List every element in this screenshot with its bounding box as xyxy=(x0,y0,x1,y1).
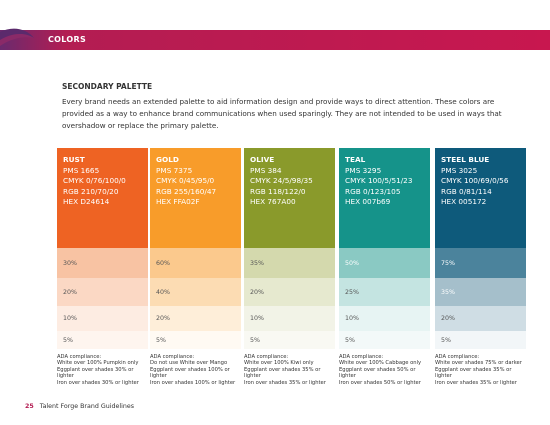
ada-line: Eggplant over shades 30% or lighter xyxy=(57,366,134,380)
color-column: RUST PMS 1665 CMYK 0/76/100/0 RGB 210/70/20… xyxy=(57,148,148,386)
tint-swatch: 10% xyxy=(339,306,430,331)
tint-swatch: 10% xyxy=(244,306,335,331)
tint-swatch: 20% xyxy=(435,306,526,331)
tint-swatch: 20% xyxy=(244,278,335,306)
ada-line: Do not use White over Mango xyxy=(150,360,228,367)
ada-line: Eggplant over shades 35% or lighter xyxy=(435,366,512,380)
color-spec: CMYK 0/76/100/0 xyxy=(63,176,126,185)
color-spec: RGB 0/81/114 xyxy=(441,186,492,196)
ada-note: ADA compliance: White over 100% Kiwi only… xyxy=(244,354,335,386)
color-name: TEAL xyxy=(345,155,366,164)
ada-note: ADA compliance: White over shades 75% or … xyxy=(435,354,526,386)
ada-line: ADA compliance: xyxy=(435,354,480,360)
intro-text: Every brand needs an extended palette to… xyxy=(62,97,502,130)
tint-swatch: 20% xyxy=(57,278,148,306)
ada-line: Iron over shades 35% or lighter xyxy=(244,379,326,386)
color-name: OLIVE xyxy=(250,155,275,164)
color-swatch: OLIVE PMS 384 CMYK 24/5/98/35 RGB 118/122/0… xyxy=(244,148,335,248)
color-spec: CMYK 24/5/98/35 xyxy=(250,176,313,185)
page-number: 25 xyxy=(25,403,34,410)
color-column: OLIVE PMS 384 CMYK 24/5/98/35 RGB 118/122/0… xyxy=(244,148,335,386)
color-spec: RGB 255/160/47 xyxy=(156,186,217,196)
tint-swatch: 5% xyxy=(244,331,335,349)
color-spec: PMS 7375 xyxy=(156,165,193,175)
color-column: TEAL PMS 3295 CMYK 100/5/51/23 RGB 0/123/10… xyxy=(339,148,430,386)
color-name: STEEL BLUE xyxy=(441,155,490,164)
tint-swatch: 5% xyxy=(150,331,241,349)
ada-note: ADA compliance: White over 100% Pumpkin o… xyxy=(57,354,148,386)
ada-line: ADA compliance: xyxy=(57,354,102,360)
color-column: STEEL BLUE PMS 3025 CMYK 100/69/0/56 RGB 0/… xyxy=(435,148,526,386)
color-column: GOLD PMS 7375 CMYK 0/45/95/0 RGB 255/160/47… xyxy=(150,148,241,386)
footer: 25 Talent Forge Brand Guidelines xyxy=(25,403,134,410)
ada-line: Eggplant over shades 100% or lighter xyxy=(150,366,230,380)
color-name: GOLD xyxy=(156,155,179,164)
ada-line: Eggplant over shades 35% or lighter xyxy=(244,366,321,380)
footer-text: Talent Forge Brand Guidelines xyxy=(39,403,135,410)
color-spec: RGB 118/122/0 xyxy=(250,186,306,196)
color-spec: PMS 3295 xyxy=(345,165,382,175)
tint-swatch: 35% xyxy=(435,278,526,306)
ada-line: ADA compliance: xyxy=(339,354,384,360)
ada-line: White over 100% Pumpkin only xyxy=(57,360,139,367)
ada-line: Iron over shades 30% or lighter xyxy=(57,379,139,386)
color-swatch: TEAL PMS 3295 CMYK 100/5/51/23 RGB 0/123/10… xyxy=(339,148,430,248)
ada-note: ADA compliance: White over 100% Cabbage o… xyxy=(339,354,430,386)
color-spec: PMS 384 xyxy=(250,165,282,175)
ada-line: White over 100% Cabbage only xyxy=(339,360,422,367)
color-spec: HEX 007b69 xyxy=(345,197,391,206)
color-spec: CMYK 100/5/51/23 xyxy=(345,176,413,185)
color-swatch: STEEL BLUE PMS 3025 CMYK 100/69/0/56 RGB 0/… xyxy=(435,148,526,248)
color-swatch: RUST PMS 1665 CMYK 0/76/100/0 RGB 210/70/20… xyxy=(57,148,148,248)
tint-swatch: 5% xyxy=(339,331,430,349)
color-spec: HEX 005172 xyxy=(441,197,487,206)
color-spec: PMS 3025 xyxy=(441,165,478,175)
color-spec: HEX 767A00 xyxy=(250,197,296,206)
color-swatch: GOLD PMS 7375 CMYK 0/45/95/0 RGB 255/160/47… xyxy=(150,148,241,248)
logo-swoosh xyxy=(0,28,34,46)
color-spec: RGB 210/70/20 xyxy=(63,186,119,196)
section-title: SECONDARY PALETTE xyxy=(62,82,153,91)
tint-swatch: 60% xyxy=(150,248,241,278)
tint-swatch: 5% xyxy=(57,331,148,349)
ada-line: Eggplant over shades 50% or lighter xyxy=(339,366,416,380)
header-bar xyxy=(0,30,550,50)
ada-line: ADA compliance: xyxy=(244,354,289,360)
ada-line: ADA compliance: xyxy=(150,354,195,360)
ada-line: Iron over shades 100% or lighter xyxy=(150,379,236,386)
color-spec: PMS 1665 xyxy=(63,165,100,175)
tint-swatch: 50% xyxy=(339,248,430,278)
tint-swatch: 25% xyxy=(339,278,430,306)
tint-swatch: 30% xyxy=(57,248,148,278)
ada-line: White over shades 75% or darker xyxy=(435,360,522,367)
tint-swatch: 20% xyxy=(150,306,241,331)
color-spec: HEX FFA02F xyxy=(156,197,200,206)
tint-swatch: 40% xyxy=(150,278,241,306)
tint-swatch: 10% xyxy=(57,306,148,331)
color-spec: RGB 0/123/105 xyxy=(345,186,401,196)
ada-note: ADA compliance: Do not use White over Man… xyxy=(150,354,241,386)
color-name: RUST xyxy=(63,155,85,164)
tint-swatch: 5% xyxy=(435,331,526,349)
ada-line: Iron over shades 35% or lighter xyxy=(435,379,517,386)
color-spec: CMYK 100/69/0/56 xyxy=(441,176,509,185)
color-spec: HEX D24614 xyxy=(63,197,110,206)
tint-swatch: 35% xyxy=(244,248,335,278)
color-spec: CMYK 0/45/95/0 xyxy=(156,176,215,185)
header-title: COLORS xyxy=(48,35,87,44)
ada-line: White over 100% Kiwi only xyxy=(244,360,314,367)
ada-line: Iron over shades 50% or lighter xyxy=(339,379,421,386)
tint-swatch: 75% xyxy=(435,248,526,278)
